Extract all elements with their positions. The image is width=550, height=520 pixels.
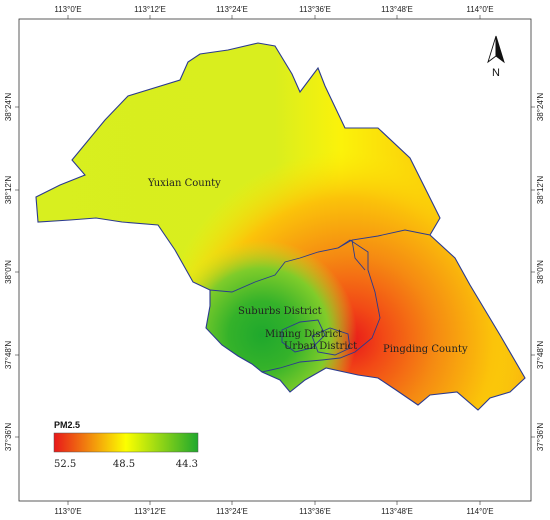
mining-district-boundary <box>281 319 326 353</box>
tick-bottom-5: 113°48′E <box>381 507 413 516</box>
suburbs-district-boundary <box>209 239 381 373</box>
tick-bottom-2: 113°12′E <box>134 507 166 516</box>
tick-right-5: 37°36′N <box>536 423 545 451</box>
tick-top-3: 113°24′E <box>216 5 248 14</box>
legend-min-label: 44.3 <box>176 459 198 470</box>
north-arrow-icon <box>487 35 505 64</box>
label-yuxian-county: Yuxian County <box>147 178 221 189</box>
tick-top-4: 113°36′E <box>299 5 331 14</box>
map-frame <box>18 18 532 502</box>
tick-top-1: 113°0′E <box>54 5 81 14</box>
legend-color-ramp <box>53 432 199 453</box>
tick-top-5: 113°48′E <box>381 5 413 14</box>
tick-bottom-1: 113°0′E <box>54 507 81 516</box>
tick-left-1: 38°24′N <box>4 93 13 121</box>
tick-top-2: 113°12′E <box>134 5 166 14</box>
pingding-county-boundary <box>337 229 431 271</box>
tick-right-1: 38°24′N <box>536 93 545 121</box>
tick-bottom-4: 113°36′E <box>299 507 331 516</box>
urban-district-boundary <box>311 327 351 356</box>
tick-left-3: 38°0′N <box>4 260 13 284</box>
tick-left-4: 37°48′N <box>4 341 13 369</box>
label-suburbs-district: Suburbs District <box>238 306 322 317</box>
tick-right-4: 37°48′N <box>536 341 545 369</box>
label-urban-district: Urban District <box>284 341 357 352</box>
tick-top-6: 114°0′E <box>466 5 493 14</box>
north-label: N <box>492 67 500 79</box>
label-mining-district: Mining District <box>265 329 342 340</box>
tick-left-2: 38°12′N <box>4 176 13 204</box>
label-pingding-county: Pingding County <box>383 344 468 355</box>
tick-right-3: 38°0′N <box>536 260 545 284</box>
tick-left-5: 37°36′N <box>4 423 13 451</box>
tick-bottom-3: 113°24′E <box>216 507 248 516</box>
study-area-boundary <box>35 42 526 411</box>
legend-title: PM2.5 <box>54 420 80 430</box>
tick-right-2: 38°12′N <box>536 176 545 204</box>
graticule-ticks <box>15 15 535 505</box>
legend-max-label: 52.5 <box>54 459 76 470</box>
tick-bottom-6: 114°0′E <box>466 507 493 516</box>
legend-mid-label: 48.5 <box>113 459 135 470</box>
